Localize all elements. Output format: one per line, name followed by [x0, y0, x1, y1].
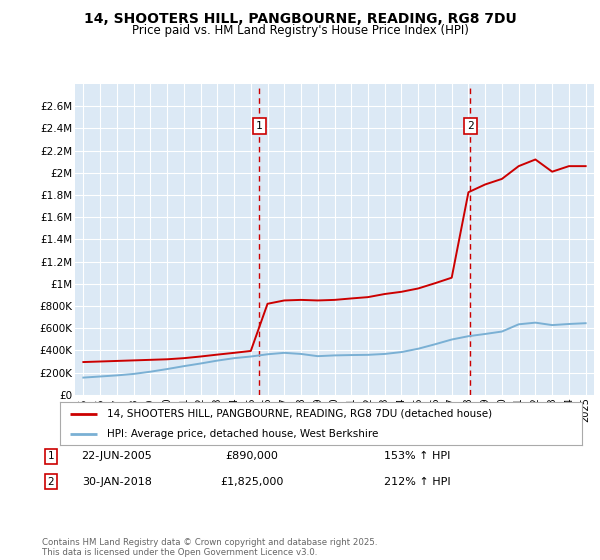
Text: 212% ↑ HPI: 212% ↑ HPI: [384, 477, 451, 487]
Text: Price paid vs. HM Land Registry's House Price Index (HPI): Price paid vs. HM Land Registry's House …: [131, 24, 469, 37]
Text: 14, SHOOTERS HILL, PANGBOURNE, READING, RG8 7DU: 14, SHOOTERS HILL, PANGBOURNE, READING, …: [83, 12, 517, 26]
Text: 1: 1: [256, 121, 263, 131]
Text: 22-JUN-2005: 22-JUN-2005: [82, 451, 152, 461]
Text: 14, SHOOTERS HILL, PANGBOURNE, READING, RG8 7DU (detached house): 14, SHOOTERS HILL, PANGBOURNE, READING, …: [107, 409, 492, 419]
Text: 2: 2: [47, 477, 55, 487]
Text: 30-JAN-2018: 30-JAN-2018: [82, 477, 152, 487]
Text: Contains HM Land Registry data © Crown copyright and database right 2025.
This d: Contains HM Land Registry data © Crown c…: [42, 538, 377, 557]
Text: 1: 1: [47, 451, 55, 461]
Text: 153% ↑ HPI: 153% ↑ HPI: [384, 451, 451, 461]
Text: 2: 2: [467, 121, 473, 131]
Text: £1,825,000: £1,825,000: [220, 477, 284, 487]
Text: £890,000: £890,000: [226, 451, 278, 461]
Text: HPI: Average price, detached house, West Berkshire: HPI: Average price, detached house, West…: [107, 428, 379, 438]
